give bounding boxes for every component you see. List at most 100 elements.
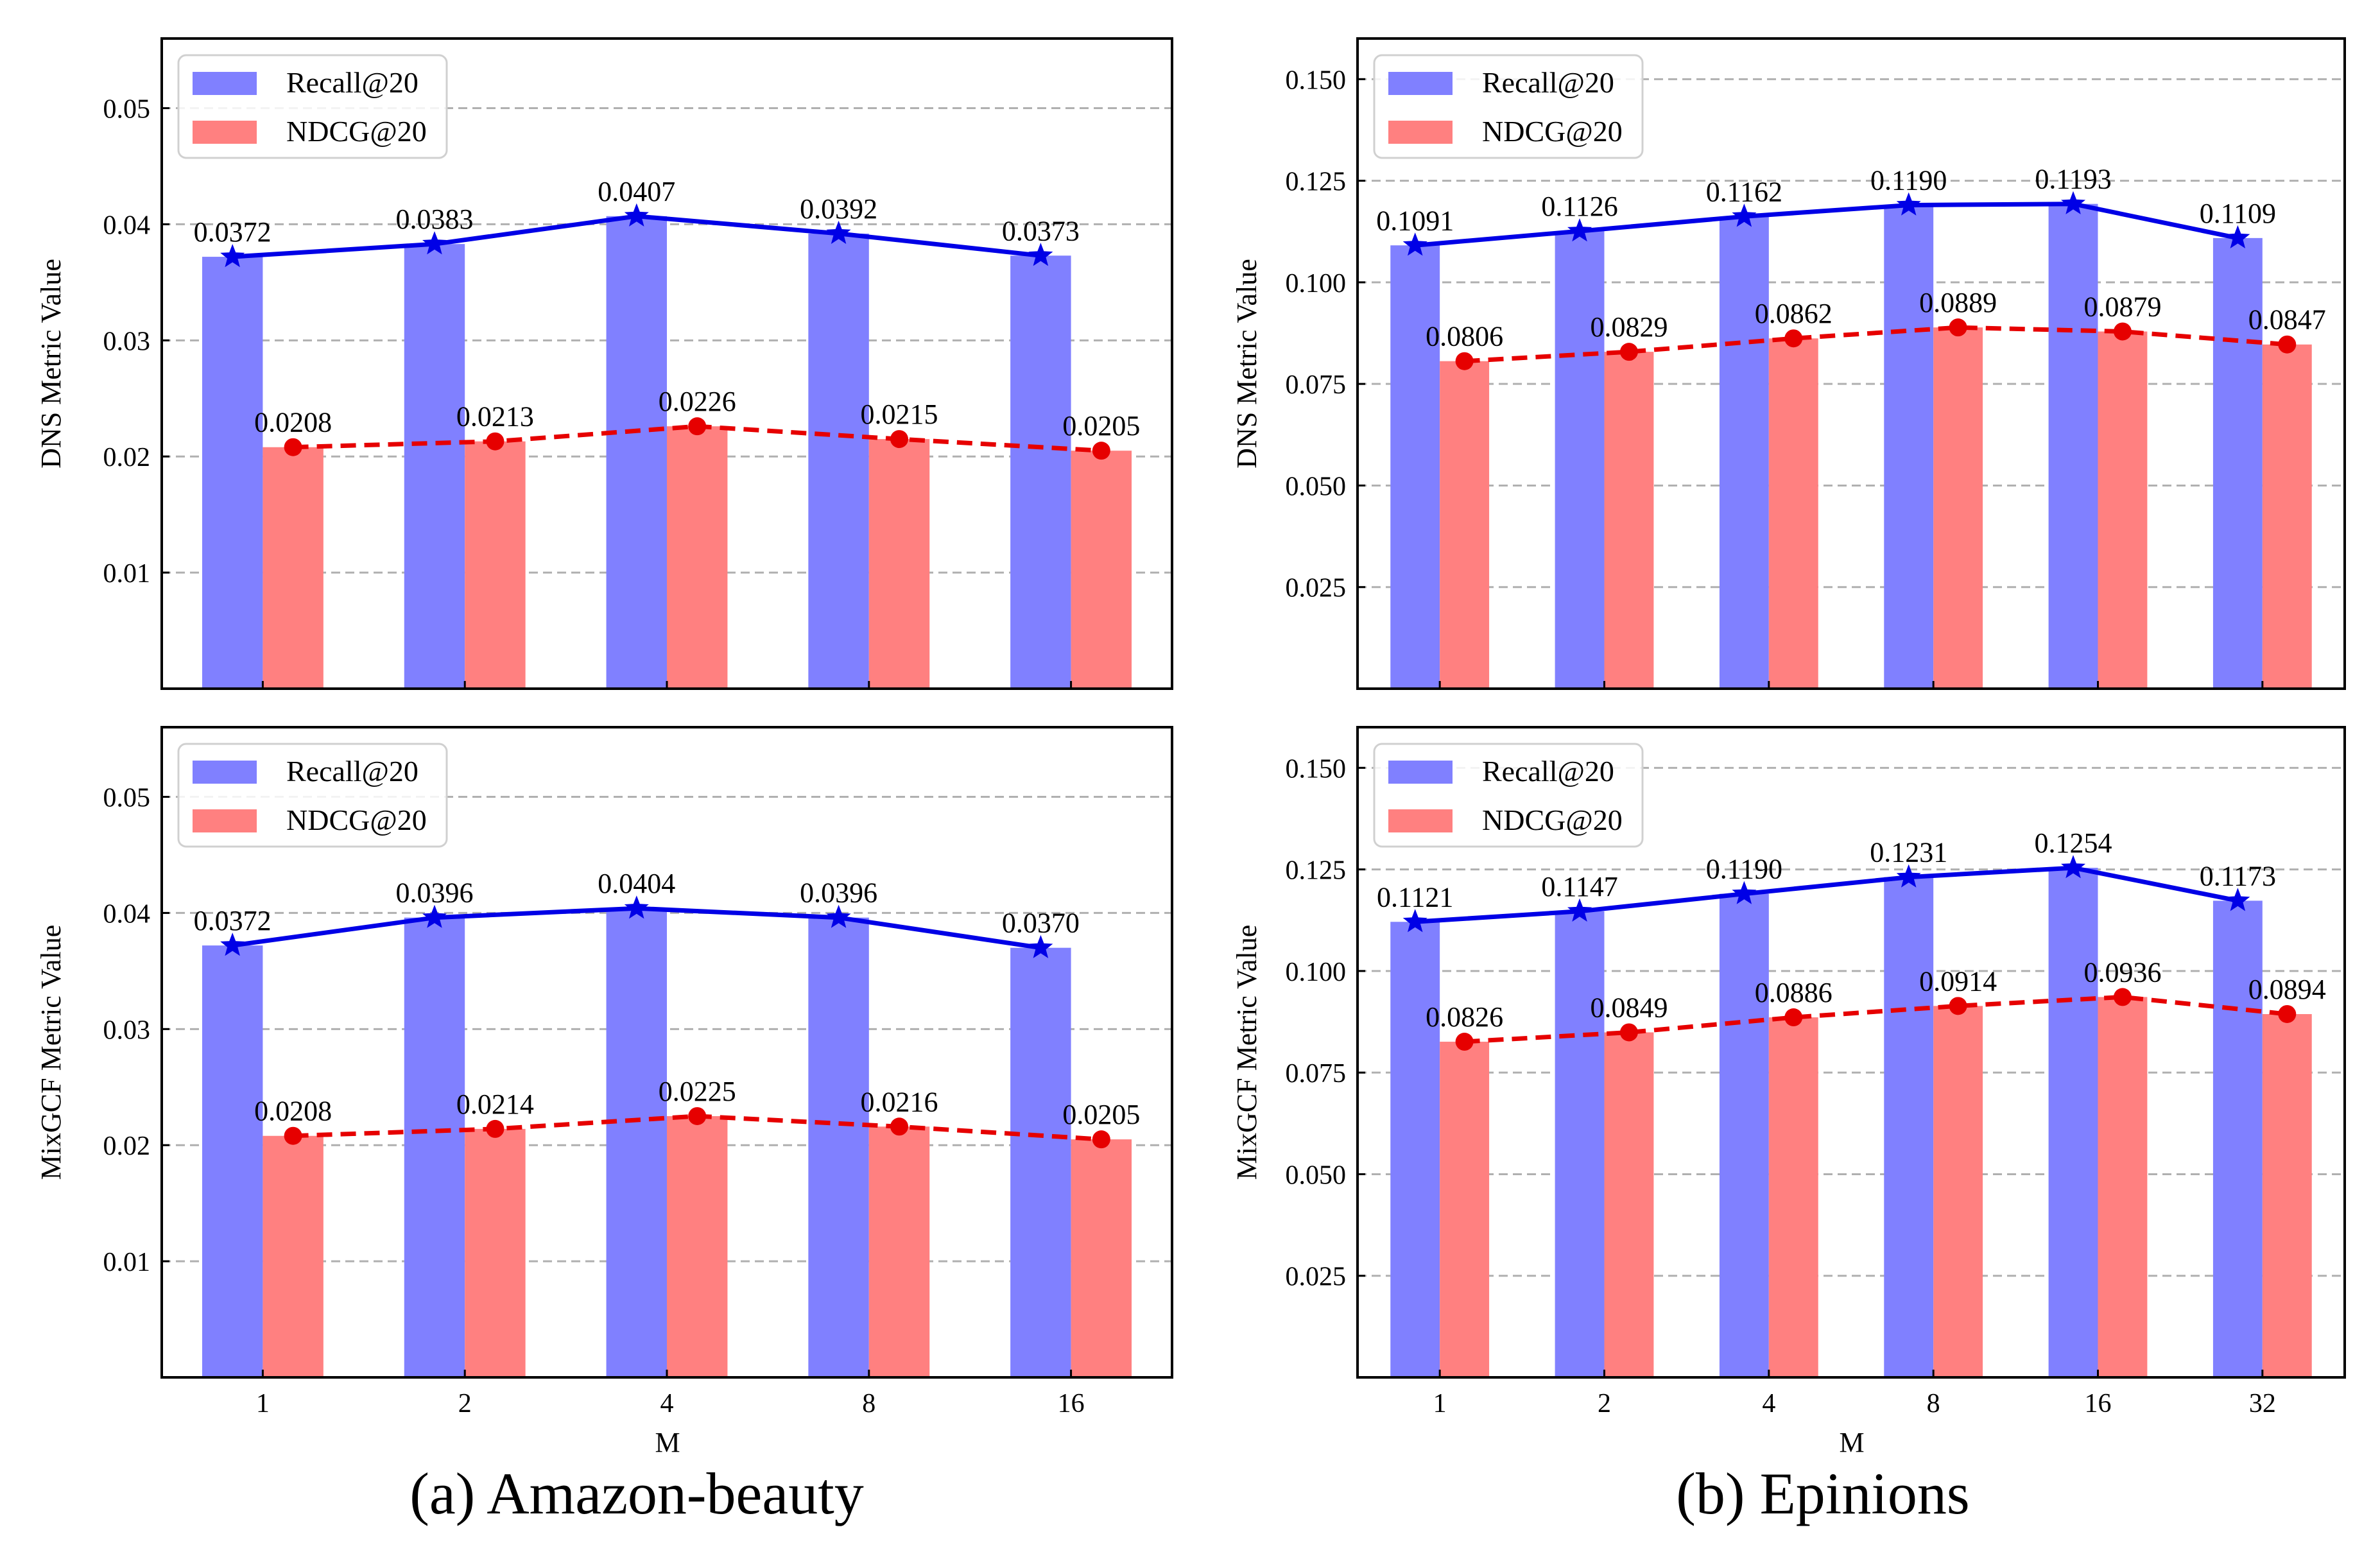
ndcg-bar xyxy=(1071,1139,1132,1377)
x-tick-label: 16 xyxy=(1058,1389,1085,1418)
recall-data-label: 0.1091 xyxy=(1376,205,1454,236)
ndcg-data-label: 0.0847 xyxy=(2248,304,2326,336)
y-tick-label: 0.050 xyxy=(1286,472,1347,501)
ndcg-data-label: 0.0826 xyxy=(1426,1001,1503,1033)
y-axis-label: MixGCF Metric Value xyxy=(35,925,67,1180)
ndcg-marker xyxy=(1784,329,1803,348)
plot-frame xyxy=(1356,726,2346,1379)
ndcg-bar xyxy=(1440,361,1490,689)
recall-data-label: 0.1193 xyxy=(2035,164,2111,195)
ndcg-marker xyxy=(1092,442,1110,460)
recall-data-label: 0.1121 xyxy=(1377,881,1453,913)
ndcg-data-label: 0.0914 xyxy=(1919,965,1997,997)
recall-data-label: 0.1231 xyxy=(1870,837,1947,868)
recall-bar xyxy=(404,917,465,1377)
y-tick-label: 0.100 xyxy=(1286,269,1347,298)
recall-marker xyxy=(422,231,447,255)
y-tick-label: 0.01 xyxy=(103,559,151,589)
recall-marker xyxy=(1028,935,1053,958)
recall-marker xyxy=(624,203,649,227)
ndcg-marker xyxy=(688,417,707,436)
recall-bar xyxy=(808,233,869,689)
ndcg-bar xyxy=(1768,338,1818,689)
ndcg-bar xyxy=(868,439,930,689)
recall-line xyxy=(1415,865,2239,924)
legend-label-recall: Recall@20 xyxy=(286,66,418,99)
recall-marker xyxy=(1402,909,1427,933)
ndcg-marker xyxy=(1092,1130,1110,1149)
x-axis-label-epinions: M xyxy=(1839,1427,1864,1458)
ndcg-data-label: 0.0894 xyxy=(2248,974,2326,1005)
legend-swatch-recall xyxy=(193,761,257,784)
y-tick-label: 0.150 xyxy=(1286,754,1347,784)
recall-bar xyxy=(1719,893,1769,1377)
recall-marker xyxy=(826,220,851,245)
recall-marker xyxy=(1567,218,1592,242)
recall-marker xyxy=(220,244,245,268)
x-tick-label: 32 xyxy=(2249,1389,2276,1418)
recall-data-label: 0.1147 xyxy=(1541,871,1617,902)
ndcg-data-label: 0.0205 xyxy=(1062,410,1140,442)
recall-data-label: 0.0404 xyxy=(598,868,675,899)
ndcg-bar xyxy=(263,1135,323,1377)
y-tick-label: 0.150 xyxy=(1286,65,1347,95)
ndcg-bar xyxy=(667,426,728,689)
recall-bar xyxy=(1010,255,1071,689)
recall-bar xyxy=(1555,231,1605,689)
recall-bar xyxy=(1719,216,1769,689)
ndcg-bar xyxy=(1933,327,1983,689)
ndcg-bar xyxy=(2262,1013,2312,1377)
y-tick-label: 0.04 xyxy=(103,899,151,929)
ndcg-marker xyxy=(1455,352,1474,370)
recall-bar xyxy=(1884,877,1934,1377)
ndcg-data-label: 0.0886 xyxy=(1755,977,1832,1008)
recall-data-label: 0.0407 xyxy=(598,176,675,207)
recall-marker xyxy=(1732,203,1757,227)
recall-data-label: 0.0372 xyxy=(194,905,272,936)
recall-marker xyxy=(2225,888,2250,911)
legend-swatch-recall xyxy=(193,72,257,95)
y-tick-label: 0.03 xyxy=(103,1015,151,1045)
legend-swatch-recall xyxy=(1388,72,1453,95)
y-tick-label: 0.02 xyxy=(103,1132,151,1161)
ndcg-data-label: 0.0226 xyxy=(659,386,736,417)
recall-bar xyxy=(202,945,263,1377)
recall-bar xyxy=(2212,237,2263,689)
ndcg-marker xyxy=(2278,335,2297,354)
recall-data-label: 0.1254 xyxy=(2035,827,2112,859)
recall-data-label: 0.0392 xyxy=(800,193,877,225)
legend-swatch-recall xyxy=(1388,761,1453,784)
recall-data-label: 0.1126 xyxy=(1541,191,1617,222)
recall-data-label: 0.1109 xyxy=(2200,198,2276,229)
ndcg-marker xyxy=(1949,318,1967,337)
legend-label-ndcg: NDCG@20 xyxy=(286,115,427,148)
ndcg-bar xyxy=(868,1126,930,1377)
ndcg-line xyxy=(1464,994,2288,1044)
legend-swatch-ndcg xyxy=(1388,809,1453,832)
panel-amazon-dns: 0.01 0.02 0.03 0.04 0.05 0.0372 0.0383 0.0407 0.… xyxy=(35,37,1173,690)
recall-marker xyxy=(220,933,245,956)
recall-data-label: 0.1162 xyxy=(1706,176,1782,207)
ndcg-marker xyxy=(2113,988,2132,1006)
recall-marker xyxy=(826,904,851,928)
y-tick-label: 0.075 xyxy=(1286,370,1347,400)
recall-data-label: 0.1190 xyxy=(1870,165,1947,196)
ndcg-bar xyxy=(2098,997,2148,1377)
caption-epinions: (b) Epinions xyxy=(1676,1461,1969,1526)
y-tick-label: 0.02 xyxy=(103,443,151,472)
ndcg-marker xyxy=(2113,322,2132,341)
ndcg-bar xyxy=(263,447,323,689)
y-tick-label: 0.075 xyxy=(1286,1059,1347,1089)
y-axis-label: MixGCF Metric Value xyxy=(1231,925,1263,1180)
ndcg-marker xyxy=(486,432,504,451)
ndcg-data-label: 0.0205 xyxy=(1062,1099,1140,1130)
ndcg-bar xyxy=(1933,1006,1983,1377)
ndcg-bar xyxy=(1440,1042,1490,1377)
ndcg-bar xyxy=(1071,451,1132,689)
ndcg-data-label: 0.0225 xyxy=(659,1076,736,1107)
legend-label-ndcg: NDCG@20 xyxy=(1482,115,1623,148)
recall-marker xyxy=(1732,881,1757,904)
ndcg-data-label: 0.0216 xyxy=(861,1086,938,1117)
caption-amazon-beauty: (a) Amazon-beauty xyxy=(410,1461,864,1526)
ndcg-bar xyxy=(1604,1032,1654,1377)
